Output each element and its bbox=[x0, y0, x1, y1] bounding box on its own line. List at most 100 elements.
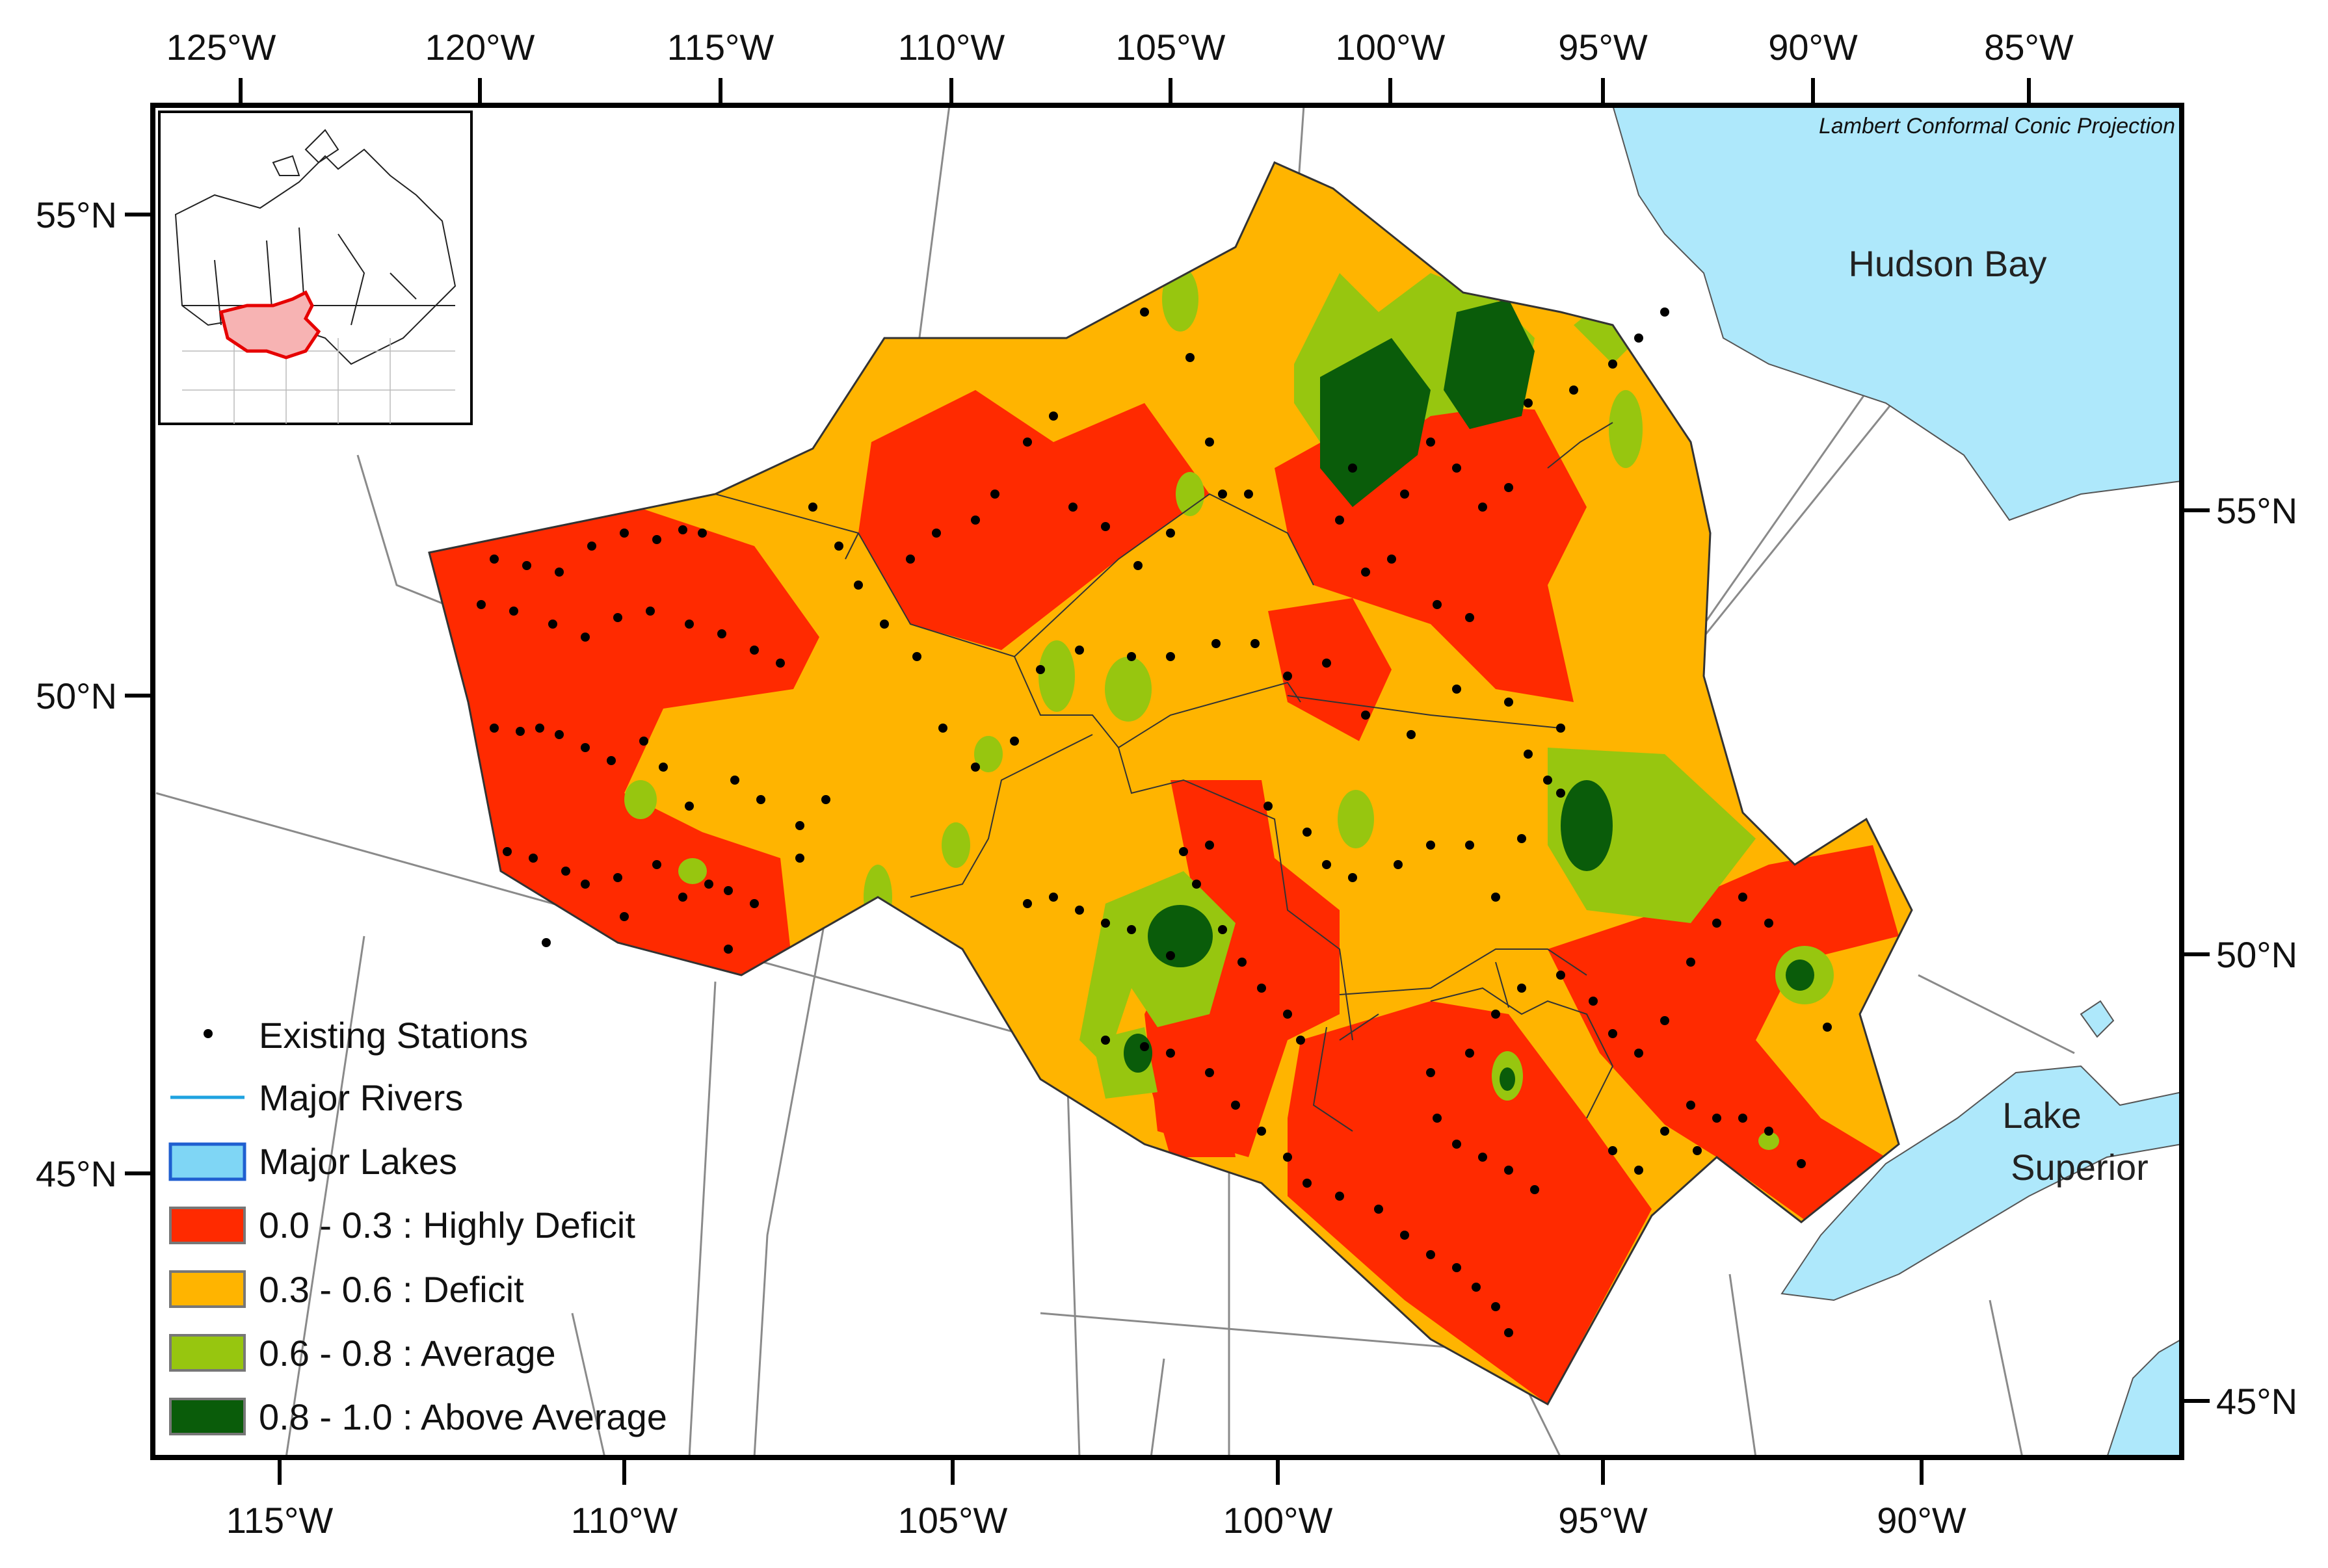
bottom-tick-label: 105°W bbox=[898, 1500, 1008, 1541]
station-marker bbox=[1660, 1016, 1669, 1025]
station-marker bbox=[1524, 399, 1533, 408]
station-marker bbox=[1478, 503, 1487, 512]
station-marker bbox=[1452, 1263, 1461, 1272]
top-tick-label: 125°W bbox=[166, 27, 276, 68]
station-marker bbox=[1686, 1101, 1695, 1110]
station-marker bbox=[1556, 971, 1565, 980]
station-marker bbox=[1712, 919, 1721, 928]
top-tick-label: 95°W bbox=[1558, 27, 1648, 68]
left-tick-label: 50°N bbox=[36, 675, 117, 716]
station-marker bbox=[1686, 958, 1695, 967]
station-marker bbox=[717, 629, 726, 638]
station-marker bbox=[477, 600, 486, 609]
station-marker bbox=[808, 503, 817, 512]
station-marker bbox=[1322, 860, 1331, 869]
legend-label: 0.3 - 0.6 : Deficit bbox=[259, 1269, 524, 1310]
station-marker bbox=[1127, 925, 1136, 934]
top-tick-label: 105°W bbox=[1116, 27, 1226, 68]
station-marker bbox=[724, 945, 733, 954]
station-marker bbox=[548, 620, 557, 629]
station-marker bbox=[1283, 1153, 1292, 1162]
station-marker bbox=[1660, 307, 1669, 317]
station-marker bbox=[1205, 438, 1214, 447]
station-marker bbox=[1023, 899, 1032, 908]
hudson-bay bbox=[1611, 105, 2182, 521]
station-marker bbox=[1556, 789, 1565, 798]
station-marker bbox=[1192, 880, 1201, 889]
left-tick-label: 55°N bbox=[36, 194, 117, 235]
station-marker bbox=[1478, 1153, 1487, 1162]
bottom-tick-label: 115°W bbox=[226, 1500, 334, 1541]
station-marker bbox=[620, 912, 629, 921]
station-marker bbox=[1504, 698, 1513, 707]
station-marker bbox=[1394, 860, 1403, 869]
station-marker bbox=[1283, 672, 1292, 681]
station-marker bbox=[1244, 490, 1253, 499]
top-tick-labels: 125°W 120°W 115°W 110°W 105°W 100°W 95°W… bbox=[166, 27, 2074, 68]
station-marker bbox=[1133, 561, 1143, 570]
lake-superior-label-line2: Superior bbox=[2011, 1147, 2149, 1188]
station-marker bbox=[1634, 1166, 1643, 1175]
station-marker bbox=[795, 854, 804, 863]
station-marker bbox=[932, 529, 941, 538]
station-marker bbox=[1205, 1068, 1214, 1077]
legend-station-symbol bbox=[204, 1029, 213, 1038]
station-marker bbox=[1693, 1146, 1702, 1155]
station-marker bbox=[1166, 951, 1175, 960]
station-marker bbox=[971, 763, 980, 772]
station-marker bbox=[581, 633, 590, 642]
station-marker bbox=[698, 529, 707, 538]
station-marker bbox=[1335, 516, 1344, 525]
station-marker bbox=[1303, 1179, 1312, 1188]
station-marker bbox=[906, 555, 915, 564]
station-marker bbox=[1283, 1010, 1292, 1019]
station-marker bbox=[1569, 385, 1578, 395]
station-marker bbox=[1068, 503, 1078, 512]
station-marker bbox=[1543, 776, 1552, 785]
station-marker bbox=[1101, 919, 1110, 928]
station-marker bbox=[555, 568, 564, 577]
left-tick-labels: 55°N 50°N 45°N bbox=[36, 194, 117, 1194]
subbasin-boundaries bbox=[715, 422, 1614, 1132]
station-marker bbox=[529, 854, 538, 863]
station-marker bbox=[1589, 997, 1598, 1006]
right-tick-label: 50°N bbox=[2216, 934, 2297, 975]
top-tick-label: 115°W bbox=[667, 27, 774, 68]
station-marker bbox=[1504, 1166, 1513, 1175]
station-marker bbox=[581, 880, 590, 889]
map-frame bbox=[150, 103, 2184, 1460]
station-marker bbox=[1712, 1114, 1721, 1123]
station-marker bbox=[1465, 841, 1474, 850]
station-marker bbox=[1218, 925, 1227, 934]
station-marker bbox=[535, 724, 544, 733]
station-marker bbox=[1231, 1101, 1240, 1110]
station-marker bbox=[1400, 490, 1409, 499]
bottom-tick-label: 100°W bbox=[1223, 1500, 1333, 1541]
station-marker bbox=[1608, 1029, 1617, 1038]
station-marker bbox=[587, 542, 596, 551]
station-marker bbox=[1517, 834, 1526, 843]
station-marker bbox=[685, 620, 694, 629]
station-marker bbox=[1426, 438, 1435, 447]
station-marker bbox=[1504, 483, 1513, 492]
station-marker bbox=[613, 873, 622, 882]
station-marker bbox=[1426, 1250, 1435, 1259]
station-marker bbox=[652, 535, 661, 544]
station-marker bbox=[1517, 984, 1526, 993]
station-marker bbox=[1524, 750, 1533, 759]
station-marker bbox=[1218, 490, 1227, 499]
right-tick-label: 45°N bbox=[2216, 1381, 2297, 1422]
station-marker bbox=[756, 795, 765, 804]
station-marker bbox=[1530, 1185, 1539, 1194]
station-marker bbox=[938, 724, 947, 733]
station-marker bbox=[1426, 841, 1435, 850]
legend-average-swatch bbox=[169, 1334, 246, 1372]
station-marker bbox=[1738, 1114, 1747, 1123]
bottom-tick-label: 90°W bbox=[1877, 1500, 1966, 1541]
station-marker bbox=[516, 727, 525, 736]
lake-nipigon bbox=[2080, 1000, 2115, 1038]
legend-label: 0.0 - 0.3 : Highly Deficit bbox=[259, 1205, 635, 1246]
bottom-tick-label: 110°W bbox=[571, 1500, 678, 1541]
top-tick-label: 110°W bbox=[898, 27, 1005, 68]
station-marker bbox=[990, 490, 999, 499]
